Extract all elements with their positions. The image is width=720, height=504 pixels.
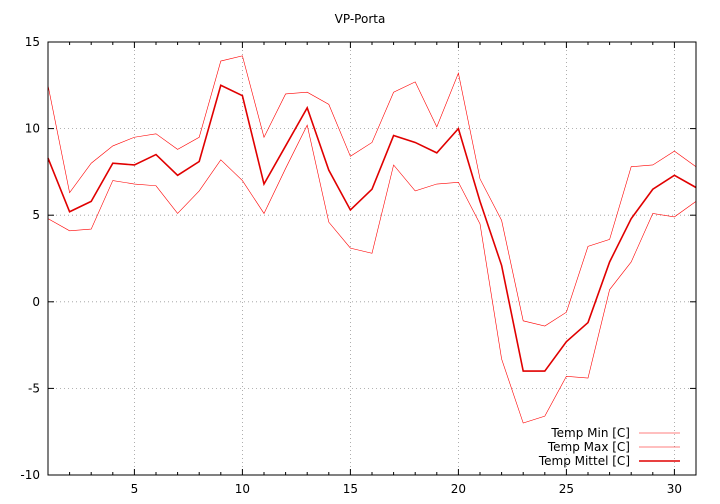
y-tick-label: 0 xyxy=(32,295,40,309)
y-tick-label: 10 xyxy=(25,122,40,136)
series-layer xyxy=(47,55,697,424)
x-tick-label: 30 xyxy=(667,482,682,496)
chart-title: VP-Porta xyxy=(335,12,386,26)
x-tick-label: 10 xyxy=(235,482,250,496)
series-line-1 xyxy=(47,124,697,424)
legend-label: Temp Mittel [C] xyxy=(538,454,630,468)
y-tick-label: 15 xyxy=(25,35,40,49)
y-tick-label: -5 xyxy=(28,381,40,395)
ticks: 5 10 15 20 25 30 -10 -5 0 5 10 15 xyxy=(20,35,697,496)
x-tick-label: 25 xyxy=(559,482,574,496)
grid xyxy=(48,41,696,476)
legend-label: Temp Max [C] xyxy=(547,440,630,454)
y-tick-label: -10 xyxy=(20,468,40,482)
x-tick-label: 15 xyxy=(343,482,358,496)
series-line-2 xyxy=(47,55,697,327)
plot-frame xyxy=(47,41,697,476)
x-tick-label: 20 xyxy=(451,482,466,496)
legend-label: Temp Min [C] xyxy=(550,426,630,440)
series-line-3 xyxy=(47,84,697,372)
y-tick-label: 5 xyxy=(32,208,40,222)
legend: Temp Min [C]Temp Max [C]Temp Mittel [C] xyxy=(538,426,680,468)
x-tick-label: 5 xyxy=(131,482,139,496)
